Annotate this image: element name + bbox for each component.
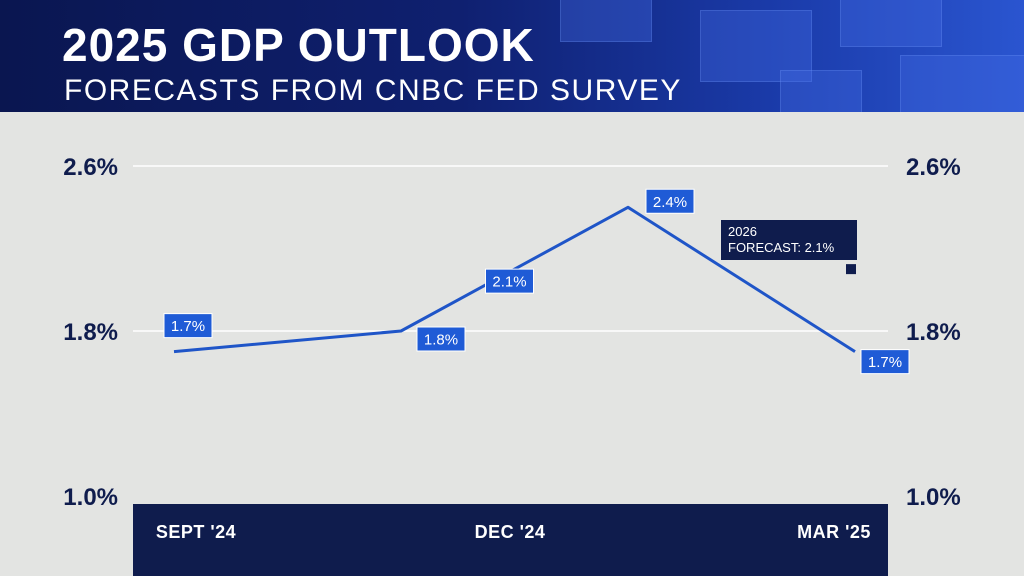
data-labels: 1.7% 1.8% 2.1% 2.4% 1.7% bbox=[163, 188, 910, 375]
data-label: 2.1% bbox=[485, 268, 534, 294]
y-axis-ticks: 2.6% 2.6% 1.8% 1.8% 1.0% 1.0% bbox=[63, 154, 960, 511]
forecast-marker bbox=[846, 264, 856, 275]
y-tick-label-right: 1.8% bbox=[906, 319, 961, 346]
x-axis-ticks: SEPT '24 DEC '24 MAR '25 bbox=[156, 522, 871, 542]
annotation-text: FORECAST: 2.1% bbox=[728, 240, 835, 255]
chart-subtitle: FORECASTS FROM CNBC FED SURVEY bbox=[64, 74, 682, 107]
data-label-text: 1.7% bbox=[868, 354, 902, 371]
decorative-cube bbox=[840, 0, 942, 47]
data-label: 1.7% bbox=[163, 313, 213, 339]
data-label-text: 1.8% bbox=[424, 332, 458, 349]
y-tick-label-left: 1.8% bbox=[63, 319, 118, 346]
decorative-cube bbox=[560, 0, 652, 42]
data-label-box bbox=[163, 313, 213, 339]
data-label-text: 2.1% bbox=[492, 274, 526, 291]
x-tick-label: DEC '24 bbox=[475, 522, 546, 542]
decorative-cube bbox=[700, 10, 812, 82]
annotation-text: 2026 bbox=[728, 224, 757, 239]
data-label-box bbox=[860, 349, 910, 375]
line-chart: 2.6% 2.6% 1.8% 1.8% 1.0% 1.0% SEPT '24 DEC '24… bbox=[63, 154, 961, 576]
x-axis-band bbox=[133, 504, 888, 576]
data-label-box bbox=[645, 188, 695, 214]
y-tick-label-left: 1.0% bbox=[63, 484, 118, 511]
header-banner: 2025 GDP OUTLOOK FORECASTS FROM CNBC FED… bbox=[0, 0, 1024, 112]
data-label-text: 1.7% bbox=[171, 318, 205, 335]
decorative-cube bbox=[900, 55, 1024, 112]
data-label-box bbox=[416, 326, 466, 352]
data-label-text: 2.4% bbox=[653, 194, 687, 211]
data-label: 1.8% bbox=[416, 326, 466, 352]
data-label-box bbox=[485, 268, 534, 294]
decorative-cube bbox=[780, 70, 862, 112]
gridlines bbox=[133, 165, 888, 332]
y-tick-label-left: 2.6% bbox=[63, 154, 118, 181]
data-label: 1.7% bbox=[860, 349, 910, 375]
annotation-box bbox=[721, 220, 857, 260]
x-tick-label: MAR '25 bbox=[797, 522, 871, 542]
data-label: 2.4% bbox=[645, 188, 695, 214]
x-tick-label: SEPT '24 bbox=[156, 522, 236, 542]
y-tick-label-right: 2.6% bbox=[906, 154, 961, 181]
y-tick-label-right: 1.0% bbox=[906, 484, 961, 511]
chart-title: 2025 GDP OUTLOOK bbox=[62, 19, 535, 71]
